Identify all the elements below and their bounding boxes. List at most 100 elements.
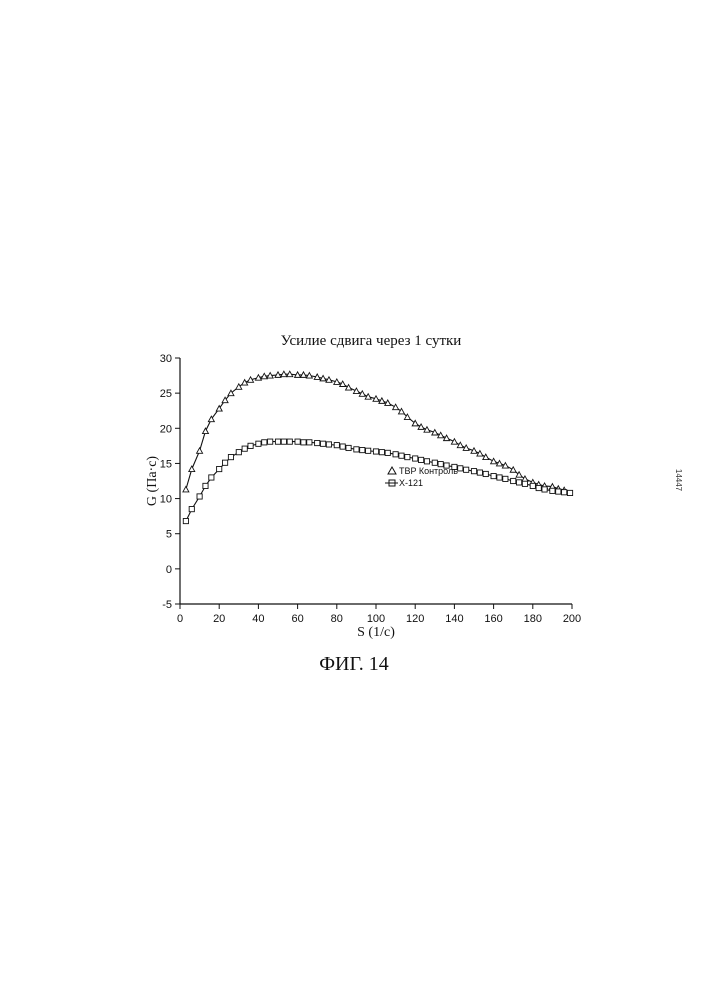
series-2-point — [183, 518, 188, 523]
series-2-point — [228, 455, 233, 460]
y-ticks: -5051015202530 — [160, 353, 180, 611]
series-2-point — [497, 475, 502, 480]
series-1-point — [183, 486, 189, 492]
y-tick-label: 10 — [160, 494, 172, 506]
legend-item-series-1: TBP Контроль — [388, 466, 458, 476]
series-1-point — [491, 458, 497, 464]
x-tick-label: 60 — [291, 613, 303, 625]
series-2-point — [209, 475, 214, 480]
series-2-point — [275, 439, 280, 444]
series-2-point — [189, 507, 194, 512]
series-2-point — [262, 440, 267, 445]
x-tick-label: 0 — [177, 613, 183, 625]
series-1-point — [510, 467, 516, 473]
series-1-point — [438, 432, 444, 438]
series-2-point — [217, 466, 222, 471]
series-2-point — [320, 441, 325, 446]
series-1-point — [197, 448, 203, 454]
figure-caption: ФИГ. 14 — [319, 653, 389, 675]
series-2-point — [511, 478, 516, 483]
series-2-point — [483, 471, 488, 476]
series-2-point — [432, 460, 437, 465]
x-tick-label: 80 — [331, 613, 343, 625]
y-tick-label: -5 — [162, 599, 172, 611]
series-2-point — [503, 476, 508, 481]
legend-item-series-2: X-121 — [385, 478, 423, 488]
x-tick-label: 180 — [524, 613, 542, 625]
plot-area: -5051015202530 0204060801001201401601802… — [160, 353, 581, 625]
series-1-point — [418, 424, 424, 430]
series-2-point — [334, 443, 339, 448]
series-2-point — [340, 444, 345, 449]
series-1-point — [353, 388, 359, 394]
series-1-point — [393, 404, 399, 410]
series-2-point — [354, 447, 359, 452]
series-2-point — [399, 453, 404, 458]
y-tick-label: 5 — [166, 529, 172, 541]
series-2-point — [405, 455, 410, 460]
series-2-point — [373, 449, 378, 454]
series-2-point — [424, 459, 429, 464]
y-tick-label: 0 — [166, 564, 172, 576]
series-2-point — [464, 467, 469, 472]
series-2-point — [413, 456, 418, 461]
series-2-point — [379, 450, 384, 455]
series-2-point — [360, 447, 365, 452]
series-layer — [183, 371, 573, 523]
y-tick-label: 30 — [160, 353, 172, 365]
x-axis-label: S (1/с) — [357, 625, 395, 640]
x-ticks: 0 20 40 60 80 100 120 140 160 180 200 — [177, 604, 581, 625]
y-tick-label: 15 — [160, 458, 172, 470]
series-1-point — [359, 391, 365, 397]
series-2-point — [567, 490, 572, 495]
legend-marker-triangle — [388, 467, 396, 474]
series-1-point — [483, 454, 489, 460]
x-tick-label: 120 — [406, 613, 424, 625]
series-2-point — [248, 443, 253, 448]
series-2-point — [295, 439, 300, 444]
series-2-point — [197, 494, 202, 499]
series-1-point — [444, 435, 450, 441]
series-2-point — [471, 469, 476, 474]
y-axis-label: G (Па·с) — [145, 456, 160, 506]
series-2-point — [385, 450, 390, 455]
series-2-point — [393, 452, 398, 457]
x-tick-label: 160 — [484, 613, 502, 625]
x-tick-label: 200 — [563, 613, 581, 625]
series-1-point — [477, 451, 483, 457]
series-2-point — [542, 487, 547, 492]
page-note: 14447 — [674, 469, 683, 492]
series-2-point — [281, 439, 286, 444]
y-tick-label: 20 — [160, 423, 172, 435]
series-2-point — [491, 473, 496, 478]
series-2-point — [556, 489, 561, 494]
series-2-point — [522, 481, 527, 486]
series-2-point — [346, 445, 351, 450]
x-tick-label: 100 — [367, 613, 385, 625]
series-2-point — [550, 488, 555, 493]
series-2-point — [418, 457, 423, 462]
x-tick-label: 140 — [445, 613, 463, 625]
legend-label-series-2: X-121 — [399, 478, 423, 488]
series-2-point — [366, 448, 371, 453]
x-tick-label: 40 — [252, 613, 264, 625]
series-2-point — [222, 460, 227, 465]
series-2-point — [236, 450, 241, 455]
series-1-point — [424, 427, 430, 433]
series-1-point — [463, 445, 469, 451]
series-1-point — [189, 466, 195, 472]
series-1-point — [451, 439, 457, 445]
legend: TBP Контроль X-121 — [385, 466, 458, 488]
series-1-point — [202, 428, 208, 434]
series-1-point — [457, 442, 463, 448]
legend-label-series-1: TBP Контроль — [399, 466, 458, 476]
series-2-point — [530, 483, 535, 488]
series-2-point — [326, 442, 331, 447]
series-2-point — [307, 440, 312, 445]
x-tick-label: 20 — [213, 613, 225, 625]
series-line-1 — [186, 374, 564, 490]
series-2-point — [516, 480, 521, 485]
series-2-point — [315, 440, 320, 445]
series-2-point — [536, 485, 541, 490]
